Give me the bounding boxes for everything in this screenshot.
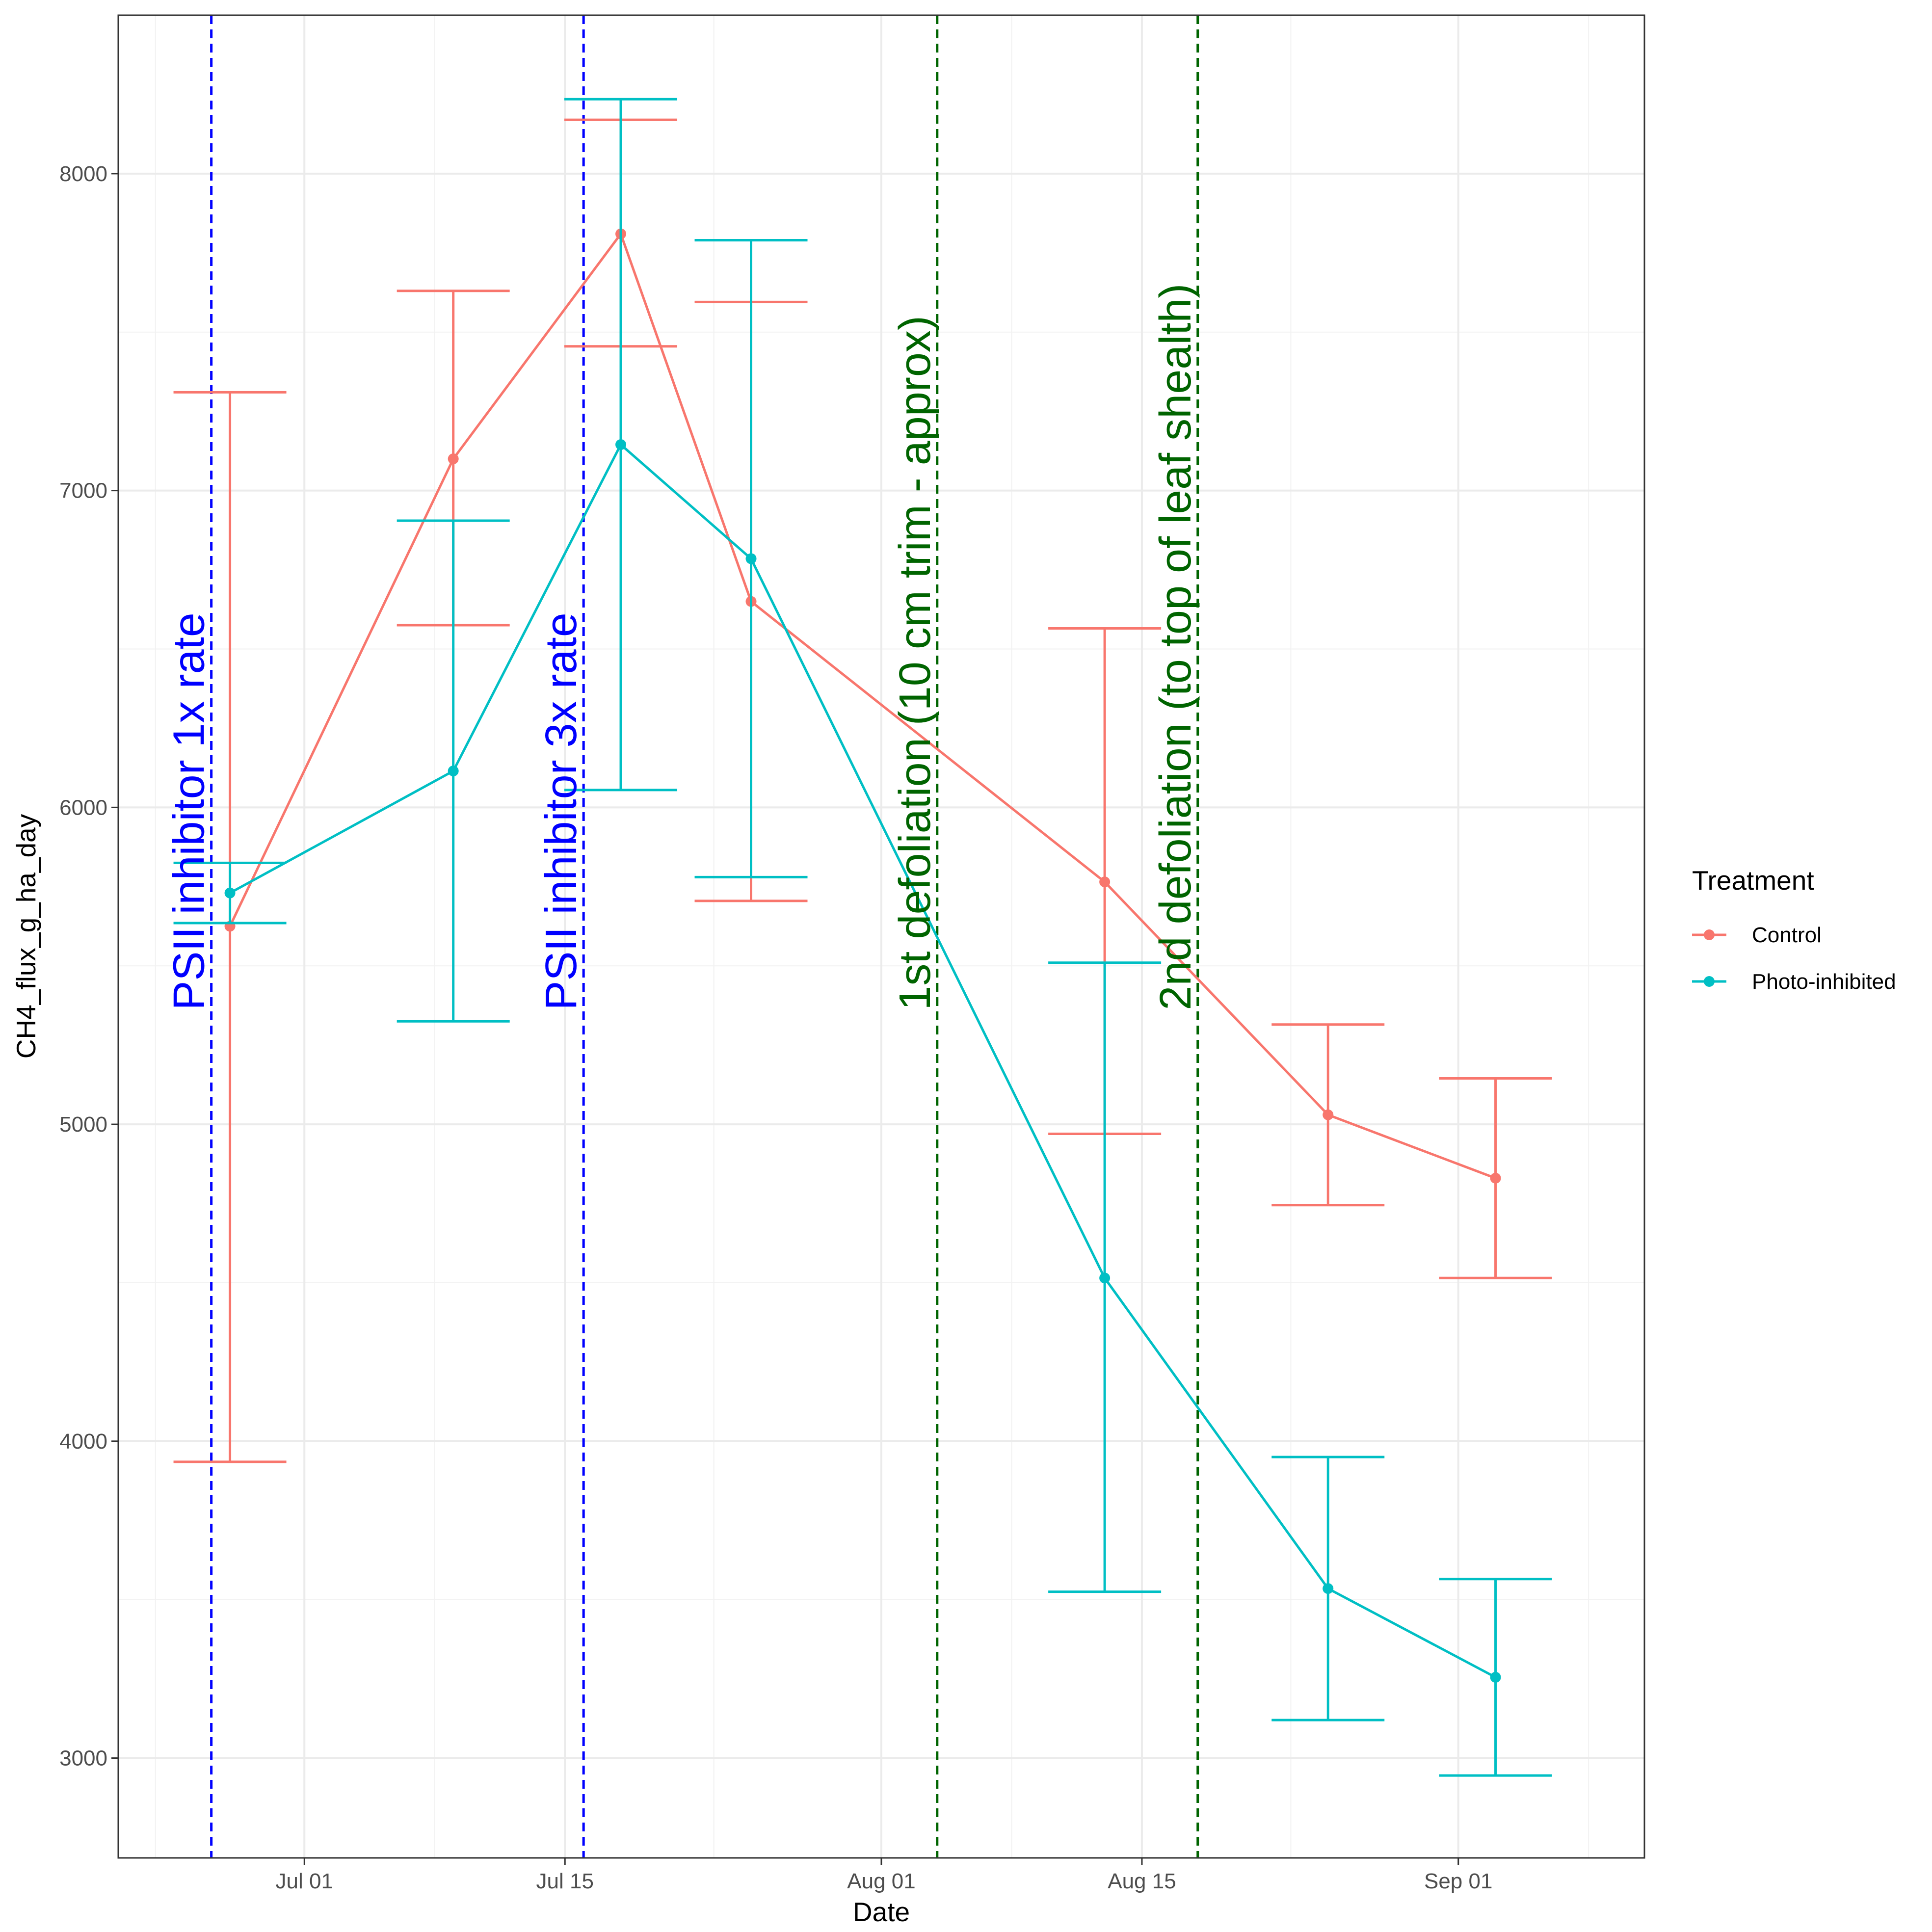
- data-point: [745, 553, 757, 564]
- series-layer: [173, 98, 1552, 1777]
- legend-item-photo-inhibited: Photo-inhibited: [1692, 970, 1896, 994]
- x-axis: Jul 01 Jul 15 Aug 01 Aug 15 Sep 01: [276, 1858, 1492, 1893]
- annotation-label: 1st defoliation (10 cm trim - approx): [891, 316, 940, 1010]
- annotation-label: PSII inhibitor 1x rate: [165, 612, 214, 1010]
- y-tick-label: 5000: [59, 1112, 107, 1137]
- legend-label: Photo-inhibited: [1752, 970, 1896, 994]
- series-photo-inhibited: [173, 98, 1552, 1777]
- data-point: [448, 766, 459, 777]
- annotation-label: PSII inhibitor 3x rate: [537, 612, 586, 1010]
- data-point: [615, 439, 627, 450]
- y-tick-label: 3000: [59, 1747, 107, 1771]
- legend-item-control: Control: [1692, 923, 1822, 947]
- y-tick-label: 8000: [59, 162, 107, 186]
- y-tick-label: 6000: [59, 795, 107, 820]
- data-point: [224, 887, 236, 899]
- x-tick-label: Jul 01: [276, 1869, 333, 1893]
- y-axis: 3000 4000 5000 6000 7000 8000: [59, 162, 118, 1771]
- legend-items: Control Photo-inhibited: [1692, 923, 1896, 994]
- annotation-lines: [210, 15, 1199, 1858]
- y-axis-title: CH4_flux_g_ha_day: [11, 814, 41, 1059]
- x-tick-label: Sep 01: [1424, 1869, 1492, 1893]
- legend-title: Treatment: [1692, 865, 1814, 896]
- data-point: [1099, 1272, 1111, 1284]
- y-tick-label: 7000: [59, 479, 107, 503]
- y-tick-label: 4000: [59, 1429, 107, 1454]
- legend: Treatment Control Photo-inhibited: [1692, 865, 1896, 994]
- grid-major: [118, 15, 1644, 1858]
- x-tick-label: Aug 01: [847, 1869, 915, 1893]
- data-point: [1323, 1109, 1334, 1120]
- x-axis-title: Date: [853, 1897, 910, 1927]
- legend-key-point: [1704, 976, 1715, 987]
- annotation-label: 2nd defoliation (to top of leaf shealth): [1151, 284, 1200, 1010]
- data-point: [1323, 1583, 1334, 1594]
- annotation-labels: PSII inhibitor 1x rate PSII inhibitor 3x …: [165, 284, 1200, 1010]
- x-tick-label: Jul 15: [536, 1869, 594, 1893]
- data-point: [1099, 876, 1111, 888]
- data-point: [1490, 1671, 1501, 1683]
- data-point: [448, 453, 459, 465]
- data-point: [1490, 1172, 1501, 1184]
- legend-key-point: [1704, 929, 1715, 940]
- x-tick-label: Aug 15: [1108, 1869, 1176, 1893]
- legend-label: Control: [1752, 923, 1822, 947]
